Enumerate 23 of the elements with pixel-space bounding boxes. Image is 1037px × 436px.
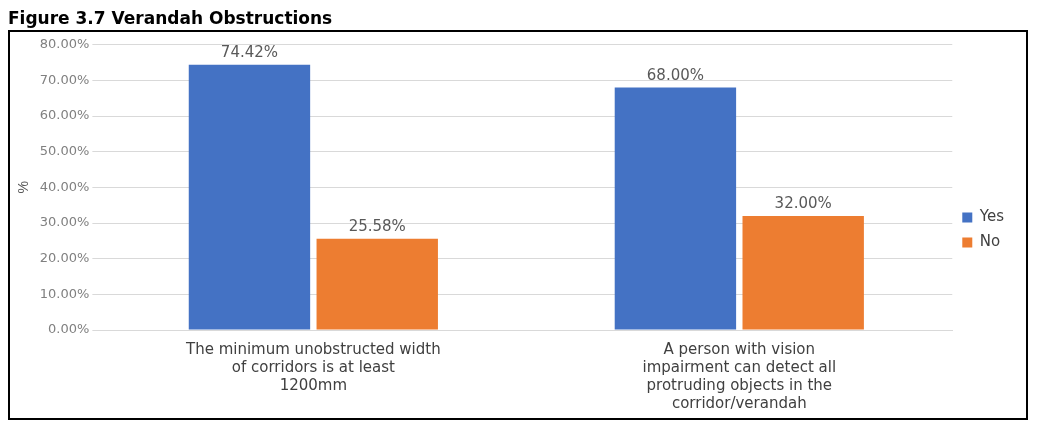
y-tick-label: 10.00% — [39, 285, 90, 301]
bar — [742, 215, 864, 330]
data-label: 25.58% — [348, 217, 406, 236]
y-tick-label: 60.00% — [39, 107, 90, 123]
y-tick-label: 20.00% — [39, 250, 90, 266]
data-label: 32.00% — [774, 194, 832, 213]
bar — [614, 87, 737, 330]
legend-label: No — [979, 232, 1001, 251]
y-tick-label: 50.00% — [39, 143, 90, 159]
y-tick-label: 30.00% — [39, 214, 90, 230]
bar — [188, 64, 311, 330]
y-tick-label: 80.00% — [39, 36, 90, 52]
y-tick-label: 70.00% — [39, 71, 90, 87]
y-tick-label: 0.00% — [48, 321, 90, 337]
legend-label: Yes — [978, 207, 1005, 226]
y-tick-label: 40.00% — [39, 178, 90, 194]
y-axis-title: % — [15, 181, 32, 194]
bar — [316, 238, 438, 330]
x-tick-label: The minimum unobstructed width of corridors is at least 1200mm — [185, 339, 441, 394]
data-label: 68.00% — [646, 65, 705, 84]
x-tick-label: A person with vision impairment can detect all protruding objects in the corridor/verandah — [642, 339, 837, 412]
chart-title: Figure 3.7 Verandah Obstructions — [8, 8, 334, 28]
data-label: 74.42% — [220, 43, 279, 62]
